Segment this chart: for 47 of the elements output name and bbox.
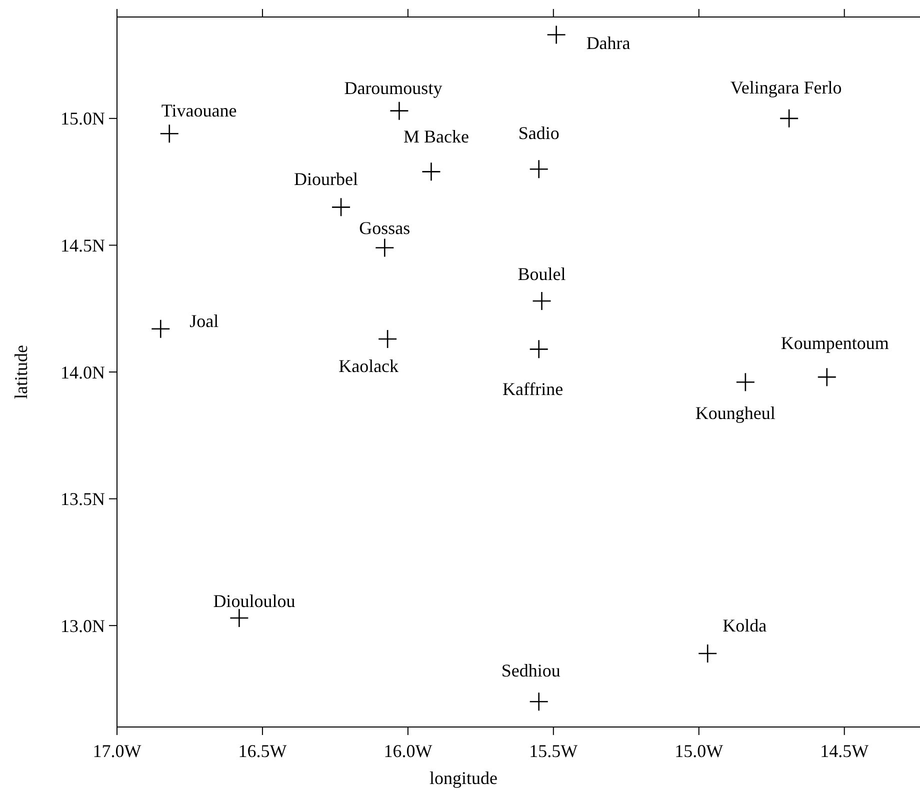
x-tick-label: 15.0W [674,741,724,761]
annotation: Diourbel [294,169,358,190]
annotation: Diouloulou [213,590,296,611]
annotation: Kolda [722,615,767,636]
point [529,159,549,179]
annotation: Kaffrine [502,379,564,400]
annotation: Tivaouane [161,100,237,121]
point [779,108,799,128]
point [230,608,249,628]
point [736,372,756,392]
point [532,291,552,311]
x-tick-label: 17.0W [92,741,142,761]
point [331,198,351,217]
annotation: Dahra [586,32,630,53]
x-tick-label: 16.0W [384,741,432,761]
point [698,644,718,664]
y-tick-label: 13.0N [60,616,105,636]
x-tick-label: 15.5W [529,741,578,761]
annotation: Velingara Ferlo [730,77,842,98]
point [150,319,170,339]
point [422,162,441,182]
annotation: Gossas [359,218,410,238]
y-tick-label: 13.5N [60,489,105,510]
x-tick-label: 14.5W [820,741,869,761]
annotation: Koungheul [695,403,776,424]
point [378,329,398,349]
annotation: Kaolack [338,356,399,376]
annotation: Sadio [518,123,560,144]
point [529,692,549,712]
point [817,367,837,387]
annotation: Sedhiou [501,660,560,681]
point [375,238,394,258]
annotation: Boulel [518,264,566,284]
x-tick-label: 16.5W [238,741,287,761]
y-tick-label: 14.0N [60,362,105,382]
point [160,124,180,144]
y-tick-label: 14.5N [60,236,105,256]
y-tick-label: 15.0N [60,108,105,129]
point [529,340,549,359]
annotation: Koumpentoum [780,333,889,354]
annotation: Joal [190,310,219,331]
x-axis-title: longitude [430,768,498,788]
point [546,25,566,44]
annotation: M Backe [403,126,469,147]
point [390,101,409,120]
annotation: Daroumousty [344,78,442,98]
y-axis-title: latitude [11,345,31,399]
